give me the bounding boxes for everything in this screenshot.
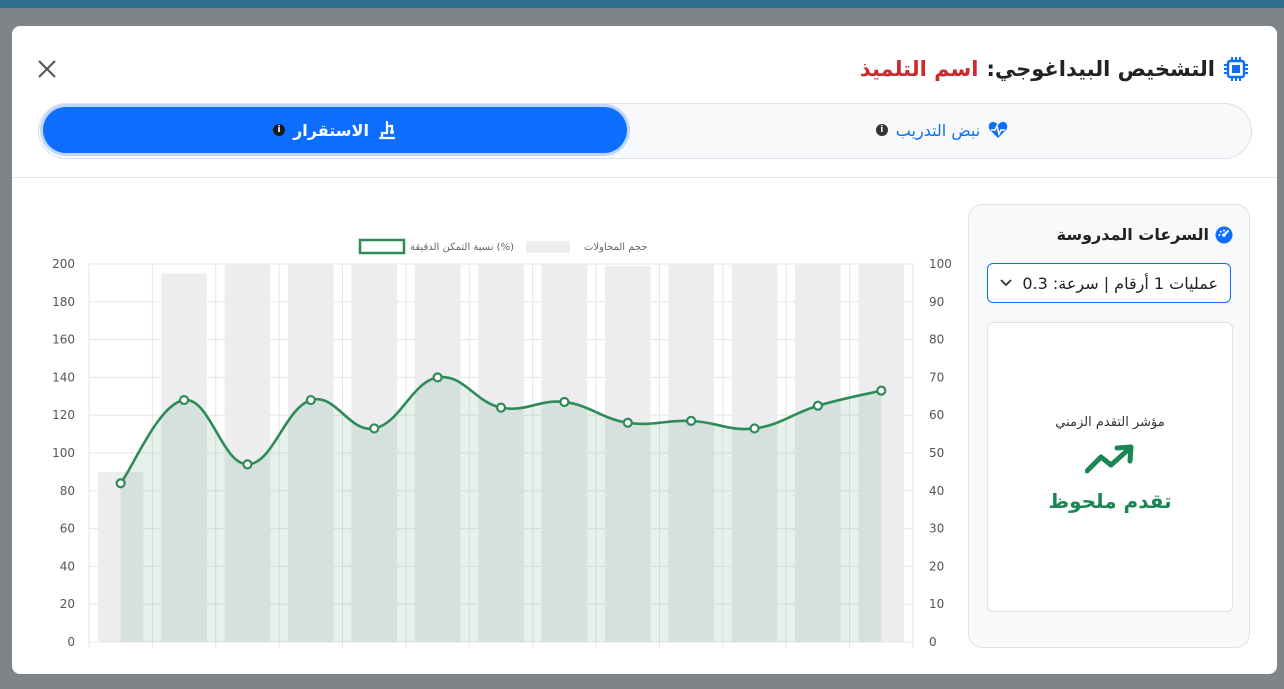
- y-left-tick-label: 20: [60, 597, 75, 611]
- tab-stability-label: الاستقرار: [293, 120, 369, 140]
- close-icon: [38, 60, 56, 78]
- speed-select-value: عمليات 1 أرقام | سرعة: 0.3: [1022, 273, 1218, 293]
- tab-training-pulse-label: نبض التدريب: [895, 120, 981, 140]
- y-left-tick-label: 140: [52, 370, 75, 384]
- y-left-tick-label: 40: [60, 559, 75, 573]
- bar-attempts: [288, 264, 334, 642]
- bar-attempts: [858, 264, 905, 642]
- background-topbar: [0, 0, 1284, 8]
- bar-attempts: [731, 264, 778, 642]
- y-right-tick-label: 10: [929, 597, 944, 611]
- side-panel-title-text: السرعات المدروسة: [1056, 225, 1209, 244]
- mastery-point: [876, 385, 887, 396]
- mastery-area: [120, 376, 882, 642]
- modal-title: التشخيص البيداغوجي: اسم التلميذ: [860, 56, 1249, 82]
- tab-bar: نبض التدريب i الاستقرار i: [38, 103, 1252, 159]
- trend-card: مؤشر التقدم الزمني تقدم ملحوظ: [987, 322, 1233, 612]
- legend-label-mastery: نسبة التمكن الدقيقة (%): [410, 242, 514, 253]
- y-right-tick-label: 0: [929, 635, 937, 648]
- mastery-point: [495, 402, 507, 413]
- bar-attempts: [414, 264, 461, 642]
- y-right-tick-label: 30: [929, 522, 944, 536]
- mastery-point: [242, 459, 253, 470]
- modal-title-text: التشخيص البيداغوجي:: [986, 57, 1215, 81]
- diagnosis-modal: التشخيص البيداغوجي: اسم التلميذ نبض التد…: [12, 26, 1277, 674]
- bar-attempts: [541, 264, 588, 642]
- y-right-tick-label: 80: [929, 333, 944, 347]
- side-panel: السرعات المدروسة عمليات 1 أرقام | سرعة: …: [968, 204, 1250, 648]
- y-right-tick-label: 50: [929, 446, 944, 460]
- y-left-tick-label: 200: [52, 257, 75, 271]
- legend-swatch-mastery: [358, 238, 406, 255]
- y-left-tick-label: 0: [67, 635, 75, 648]
- trending-up-icon: [1085, 444, 1134, 474]
- legend-swatch-attempts: [526, 241, 570, 253]
- mastery-point: [749, 423, 760, 434]
- bar-attempts: [97, 471, 144, 642]
- y-right-tick-label: 40: [929, 484, 944, 498]
- y-right-tick-label: 60: [929, 408, 944, 422]
- mastery-point: [812, 400, 824, 411]
- tab-stability[interactable]: الاستقرار i: [43, 107, 627, 153]
- y-left-tick-label: 120: [52, 408, 75, 422]
- y-left-tick-label: 100: [52, 446, 75, 460]
- mastery-point: [686, 415, 697, 426]
- side-panel-title: السرعات المدروسة: [1057, 225, 1233, 244]
- y-right-tick-label: 20: [929, 559, 944, 573]
- y-right-tick-label: 90: [929, 295, 944, 309]
- student-name: اسم التلميذ: [859, 57, 979, 81]
- speed-select[interactable]: عمليات 1 أرقام | سرعة: 0.3: [987, 263, 1231, 303]
- mastery-point: [178, 394, 190, 406]
- heart-pulse-icon: [988, 121, 1008, 138]
- bar-attempts: [351, 264, 398, 642]
- legend-label-attempts: حجم المحاولات: [584, 242, 648, 253]
- y-left-tick-label: 160: [52, 333, 75, 347]
- balance-icon: [378, 120, 396, 140]
- y-right-tick-label: 70: [929, 370, 944, 384]
- bar-attempts: [478, 264, 524, 642]
- y-right-tick-label: 100: [929, 257, 952, 271]
- y-left-tick-label: 60: [60, 522, 75, 536]
- info-icon[interactable]: i: [875, 124, 888, 136]
- stability-chart: 0 20 40 60 80 100 120 140 160 180 200 0 10 20 30 40 50 60…: [32, 208, 952, 669]
- chart-svg: 0 20 40 60 80 100 120 140 160 180 200 0 10 20 30 40 50 60…: [52, 238, 952, 669]
- header-divider: [12, 177, 1277, 178]
- tab-training-pulse[interactable]: نبض التدريب i: [637, 107, 1247, 153]
- close-button[interactable]: [32, 54, 62, 84]
- modal-header: التشخيص البيداغوجي: اسم التلميذ: [12, 26, 1277, 112]
- speedometer-icon: [1215, 226, 1233, 243]
- bar-attempts: [668, 264, 714, 642]
- bar-attempts: [795, 264, 841, 642]
- y-left-tick-label: 180: [52, 295, 75, 309]
- bar-attempts: [604, 265, 651, 642]
- trend-status: تقدم ملحوظ: [1048, 489, 1172, 513]
- info-icon[interactable]: i: [273, 124, 286, 136]
- mastery-point: [369, 423, 380, 434]
- bar-attempts: [224, 264, 271, 642]
- y-left-tick-label: 80: [60, 484, 75, 498]
- chevron-down-icon: [1000, 279, 1012, 287]
- mastery-point: [559, 396, 570, 408]
- mastery-point: [432, 372, 443, 383]
- mastery-point: [115, 478, 126, 489]
- mastery-point: [622, 417, 633, 428]
- bar-attempts: [161, 273, 207, 642]
- trend-label: مؤشر التقدم الزمني: [1055, 415, 1165, 430]
- mastery-point: [305, 394, 316, 406]
- cpu-chip-icon: [1224, 57, 1248, 81]
